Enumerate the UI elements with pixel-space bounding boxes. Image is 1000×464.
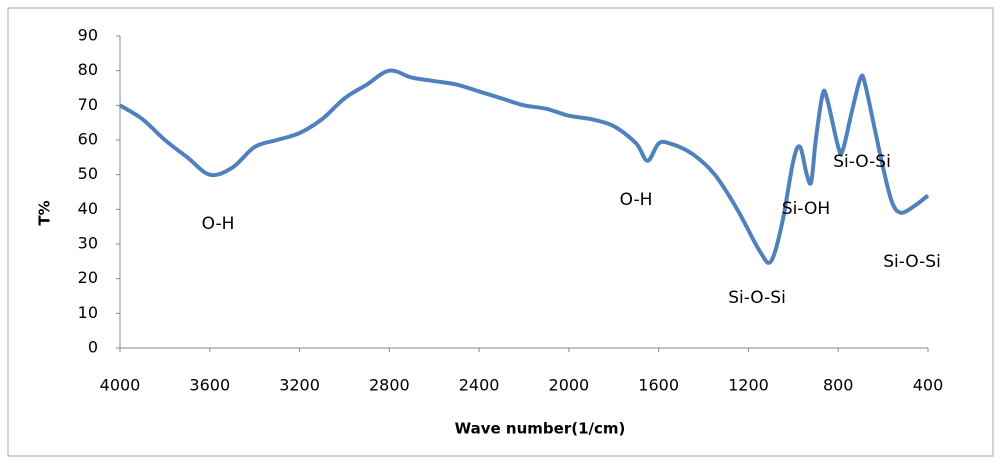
y-tick-label: 90: [78, 26, 98, 45]
y-tick-label: 60: [78, 130, 98, 149]
y-tick-label: 80: [78, 60, 98, 79]
y-tick-label: 50: [78, 164, 98, 183]
y-tick-label: 20: [78, 268, 98, 287]
x-axis-title: Wave number(1/cm): [455, 420, 626, 438]
x-tick-label: 2800: [369, 376, 410, 395]
chart-border: [7, 7, 994, 457]
y-axis-title: T%: [36, 200, 54, 225]
x-tick-label: 800: [823, 376, 854, 395]
y-tick-label: 0: [88, 338, 98, 357]
x-tick-label: 2400: [459, 376, 500, 395]
x-tick-label: 400: [913, 376, 944, 395]
annotation: Si-OH: [782, 199, 830, 219]
annotation: Si-O-Si: [728, 288, 786, 308]
annotation: O-H: [620, 190, 653, 210]
y-tick-label: 70: [78, 95, 98, 114]
x-tick-label: 1200: [728, 376, 769, 395]
x-tick-label: 1600: [638, 376, 679, 395]
y-tick-label: 40: [78, 199, 98, 218]
annotation: Si-O-Si: [883, 252, 941, 272]
x-tick-label: 4000: [100, 376, 141, 395]
x-tick-label: 3200: [279, 376, 320, 395]
annotation: O-H: [202, 214, 235, 234]
y-tick-label: 10: [78, 303, 98, 322]
x-tick-label: 3600: [189, 376, 230, 395]
annotation: Si-O-Si: [833, 152, 891, 172]
y-tick-label: 30: [78, 234, 98, 253]
x-tick-label: 2000: [549, 376, 590, 395]
spectrum-line: [118, 68, 930, 265]
